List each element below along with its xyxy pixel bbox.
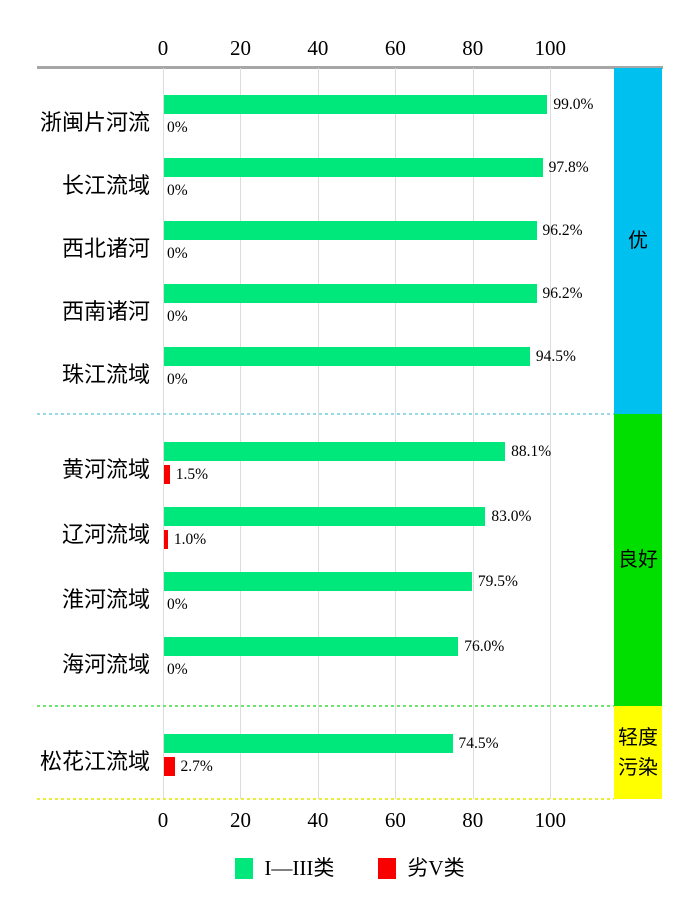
- bar-inferior-v-label: 1.5%: [175, 466, 209, 483]
- bar-inferior-v-label: 1.0%: [173, 531, 207, 548]
- section-separator: [37, 413, 614, 415]
- bar-inferior-v-label: 0%: [167, 596, 188, 613]
- legend-label-i-iii: I—III类: [264, 856, 335, 880]
- bar-value-label: 74.5%: [458, 735, 499, 752]
- axis-tick-label: 40: [307, 808, 329, 832]
- quality-band-label: 轻度 污染: [614, 706, 662, 799]
- bar-inferior-v: [164, 530, 168, 549]
- axis-tick-label: 80: [462, 36, 484, 60]
- axis-tick-label: 100: [534, 36, 566, 60]
- category-label: 海河流域: [61, 652, 150, 677]
- quality-band-label: 优: [614, 68, 662, 414]
- bar-i-iii: [164, 284, 537, 303]
- bar-value-label: 76.0%: [464, 638, 505, 655]
- axis-tick-label: 0: [157, 808, 169, 832]
- gridline: [550, 68, 552, 799]
- quality-band: [614, 68, 662, 414]
- bar-value-label: 94.5%: [535, 348, 576, 365]
- bar-inferior-v-label: 0%: [167, 308, 188, 325]
- bar-inferior-v-label: 0%: [167, 371, 188, 388]
- bar-i-iii: [164, 637, 459, 656]
- bar-i-iii: [164, 507, 486, 526]
- axis-tick-label: 40: [307, 36, 329, 60]
- bar-i-iii: [164, 221, 537, 240]
- axis-tick-label: 60: [384, 808, 406, 832]
- category-label: 长江流域: [61, 173, 150, 198]
- bar-inferior-v-label: 0%: [167, 119, 188, 136]
- bar-value-label: 88.1%: [511, 443, 552, 460]
- bar-inferior-v-label: 0%: [167, 182, 188, 199]
- legend-swatch-i-iii: [235, 857, 254, 879]
- bar-inferior-v: [164, 757, 175, 776]
- gridline: [240, 68, 242, 799]
- axis-tick-label: 20: [229, 808, 251, 832]
- category-label: 淮河流域: [61, 587, 150, 612]
- bar-i-iii: [164, 734, 453, 753]
- bar-inferior-v-label: 0%: [167, 245, 188, 262]
- legend-item-inferior-v: 劣V类: [378, 856, 465, 880]
- legend-swatch-inferior-v: [378, 857, 397, 879]
- category-label: 西北诸河: [61, 236, 150, 261]
- bar-i-iii: [164, 95, 548, 114]
- gridline: [395, 68, 397, 799]
- quality-band-label-line: 轻度: [618, 726, 658, 749]
- axis-tick-label: 60: [384, 36, 406, 60]
- section-separator: [37, 798, 614, 800]
- bar-i-iii: [164, 158, 543, 177]
- bar-value-label: 97.8%: [548, 159, 589, 176]
- section-separator: [37, 705, 614, 707]
- category-label: 西南诸河: [61, 299, 150, 324]
- category-label: 珠江流域: [61, 362, 150, 387]
- bar-value-label: 96.2%: [542, 285, 583, 302]
- category-label: 浙闽片河流: [39, 110, 150, 135]
- bar-i-iii: [164, 572, 472, 591]
- quality-band-label-line: 优: [628, 230, 648, 252]
- bar-inferior-v-label: 2.7%: [180, 758, 213, 775]
- quality-band-label-line: 良好: [618, 549, 658, 571]
- gridline: [472, 68, 474, 799]
- bar-value-label: 83.0%: [491, 508, 532, 525]
- bar-inferior-v: [164, 465, 170, 484]
- legend-item-i-iii: I—III类: [235, 856, 334, 880]
- quality-band-label-line: 污染: [618, 756, 658, 779]
- axis-tick-label: 80: [462, 808, 484, 832]
- gridline: [317, 68, 319, 799]
- quality-band: [614, 414, 662, 706]
- legend: I—III类 劣V类: [0, 856, 700, 880]
- axis-tick-label: 0: [157, 36, 169, 60]
- category-label: 辽河流域: [61, 522, 150, 547]
- legend-label-inferior-v: 劣V类: [407, 856, 465, 880]
- quality-band: [614, 706, 662, 799]
- axis-tick-label: 20: [229, 36, 251, 60]
- gridline: [163, 68, 164, 799]
- category-label: 松花江流域: [39, 749, 150, 774]
- axis-tick-label: 100: [534, 808, 566, 832]
- bar-inferior-v-label: 0%: [167, 661, 188, 678]
- bar-value-label: 99.0%: [553, 96, 594, 113]
- bar-value-label: 79.5%: [477, 573, 518, 590]
- quality-band-label: 良好: [614, 414, 662, 706]
- x-axis-line: [37, 66, 663, 69]
- category-label: 黄河流域: [61, 457, 150, 482]
- bar-i-iii: [164, 442, 506, 461]
- bar-i-iii: [164, 347, 530, 366]
- bar-value-label: 96.2%: [542, 222, 583, 239]
